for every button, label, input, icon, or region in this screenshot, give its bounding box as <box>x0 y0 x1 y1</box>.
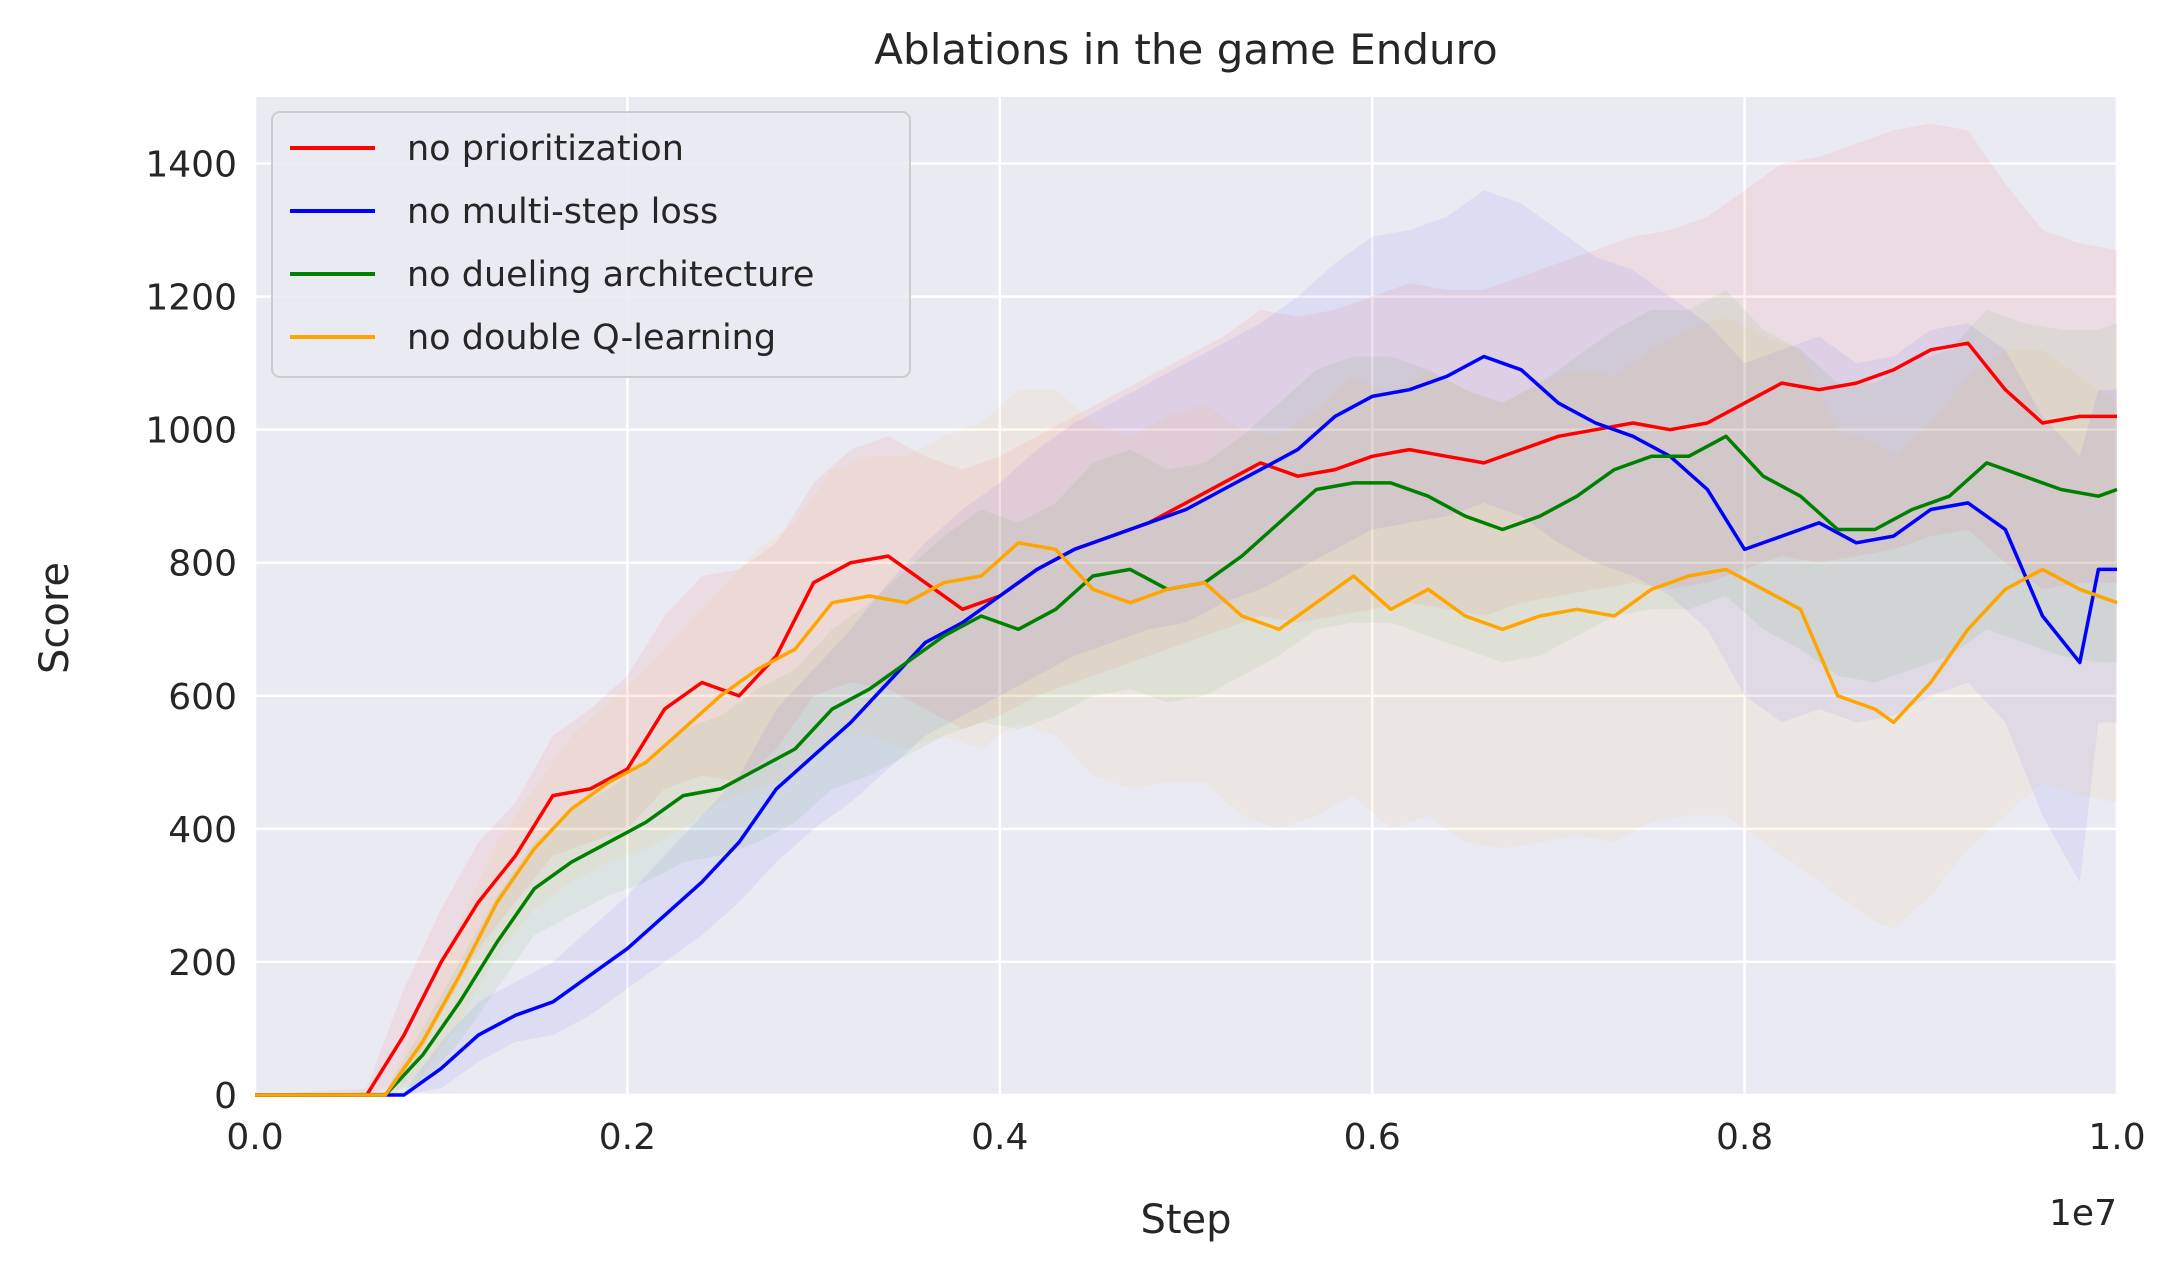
y-tick-label-3: 600 <box>168 677 237 718</box>
confidence-bands <box>255 123 2117 1096</box>
series-band-3 <box>255 316 2117 1096</box>
legend: no prioritization no multi-step loss no du… <box>271 111 911 378</box>
series-line-2 <box>255 434 2118 1097</box>
series-band-2 <box>255 289 2117 1095</box>
series-lines <box>255 341 2118 1097</box>
chart-title: Ablations in the game Enduro <box>874 25 1497 74</box>
y-tick-label-7: 1400 <box>145 145 237 186</box>
series-line-1 <box>255 354 2117 1097</box>
y-tick-label-0: 0 <box>214 1076 237 1117</box>
x-tick-label-3: 0.6 <box>1344 1117 1401 1158</box>
legend-label-3: no double Q-learning <box>407 318 776 358</box>
y-tick-labels: 0 200 400 600 800 1000 1200 1400 <box>145 145 237 1117</box>
y-axis-label: Score <box>32 562 78 674</box>
y-tick-label-4: 800 <box>168 544 237 585</box>
legend-label-0: no prioritization <box>407 129 684 169</box>
x-tick-label-2: 0.4 <box>971 1117 1028 1158</box>
series-line-0 <box>255 341 2117 1097</box>
y-tick-label-5: 1000 <box>145 411 237 452</box>
legend-label-2: no dueling architecture <box>407 255 814 295</box>
x-axis-label: Step <box>1140 1197 1231 1243</box>
x-tick-label-5: 1.0 <box>2088 1117 2145 1158</box>
y-tick-label-6: 1200 <box>145 278 237 319</box>
legend-label-1: no multi-step loss <box>407 192 718 232</box>
x-tick-label-1: 0.2 <box>599 1117 656 1158</box>
legend-box <box>271 111 911 378</box>
x-offset-label: 1e7 <box>2049 1193 2117 1234</box>
x-tick-labels: 0.0 0.2 0.4 0.6 0.8 1.0 <box>226 1117 2145 1158</box>
legend-items: no prioritization no multi-step loss no du… <box>290 129 814 358</box>
series-band-1 <box>255 190 2117 1096</box>
y-tick-label-1: 200 <box>168 943 237 984</box>
series-band-0 <box>255 123 2117 1096</box>
x-tick-label-4: 0.8 <box>1716 1117 1773 1158</box>
y-tick-label-2: 400 <box>168 810 237 851</box>
x-tick-label-0: 0.0 <box>226 1117 283 1158</box>
series-line-3 <box>255 541 2118 1097</box>
